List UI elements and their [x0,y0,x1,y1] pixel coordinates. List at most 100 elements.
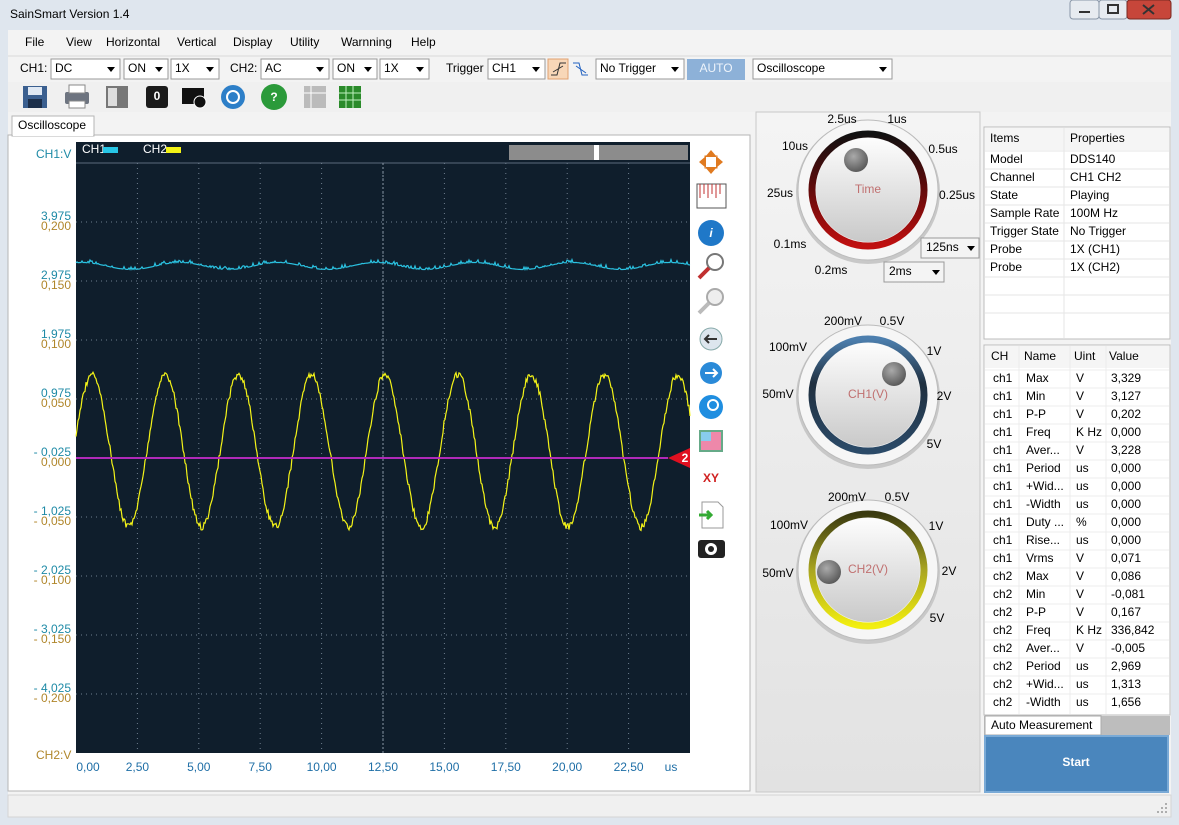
edge-falling-icon[interactable] [573,62,588,76]
menu-item[interactable]: Vertical [177,35,216,49]
table-cell: Max [1026,569,1049,583]
knob-setting[interactable]: 0.5us [928,142,957,156]
knob-setting[interactable]: 25us [767,186,793,200]
menu-item[interactable]: Horizontal [106,35,160,49]
table-cell: us [1076,479,1089,493]
knob-setting[interactable]: 200mV [828,490,866,504]
knob-setting[interactable]: 2V [942,564,957,578]
side-tool-icon[interactable] [699,327,723,351]
side-tool-icon[interactable] [699,430,723,452]
table-cell: ch1 [993,515,1013,529]
table-cell: Model [990,152,1023,166]
side-tool-icon[interactable] [698,220,724,246]
knob-setting[interactable]: 5V [927,437,942,451]
x-tick-label: 2,50 [126,760,150,774]
combo-arrow [879,67,887,72]
ch2-state-select[interactable] [332,58,378,80]
side-tool-icon[interactable] [698,540,725,558]
table-cell: ch2 [993,695,1013,709]
table-cell: ch1 [993,497,1013,511]
position-marker [594,145,599,160]
menu-item[interactable]: Warnning [341,35,392,49]
knob-dimple [882,362,906,386]
theme-icon[interactable] [106,86,128,108]
knob-setting[interactable]: 1V [927,344,942,358]
trigger-source-select[interactable] [487,58,546,80]
knob-setting[interactable]: 50mV [762,566,793,580]
ch1-state-select[interactable] [123,58,169,80]
knob-face[interactable] [816,138,920,242]
knob-setting[interactable]: 1us [887,112,906,126]
table-cell: 0,000 [1111,479,1141,493]
combo-arrow [932,270,940,275]
maximize-button[interactable] [1098,0,1128,20]
table-cell: Period [1026,659,1061,673]
camera-record-icon[interactable] [182,88,207,109]
menu-item[interactable]: Utility [290,35,319,49]
save-icon[interactable] [23,86,47,108]
table-cell: us [1076,677,1089,691]
ch2-label: CH2: [230,61,257,75]
knob-face[interactable] [816,518,920,622]
ch2-tick-label: 0,000 [41,455,71,469]
knob-setting[interactable]: 50mV [762,387,793,401]
knob-setting[interactable]: 2V [937,389,952,403]
knob-setting[interactable]: 200mV [824,314,862,328]
time-range-select[interactable] [883,261,945,283]
ch2-probe-select[interactable] [379,58,430,80]
fine-time-select[interactable] [920,237,980,259]
info-glyph: i [709,226,713,240]
side-tool-icon[interactable] [697,288,724,315]
knob-setting[interactable]: 2.5us [827,112,856,126]
side-tool-icon[interactable] [700,362,722,384]
knob-setting[interactable]: 0.5V [885,490,910,504]
table-icon[interactable] [304,86,326,108]
trigger-mode-select[interactable] [595,58,685,80]
fine-time-select-text: 125ns [926,240,959,254]
side-tool-icon[interactable] [699,395,723,419]
zero-button[interactable] [146,86,168,108]
trigger-label: Trigger [446,61,484,75]
knob-setting[interactable]: 0.2ms [815,263,848,277]
knob-setting[interactable]: 10us [782,139,808,153]
trigger-marker[interactable] [668,448,690,468]
ch2-coupling-select[interactable] [260,58,330,80]
table-header-cell: Properties [1070,131,1125,145]
knob-setting[interactable]: 0.5V [880,314,905,328]
table-cell: -Width [1026,497,1061,511]
ch1-coupling-select[interactable] [50,58,121,80]
table-cell: Channel [990,170,1035,184]
grid-icon[interactable] [339,86,361,108]
knob-setting[interactable]: 0.1ms [774,237,807,251]
knob-setting[interactable]: 5V [930,611,945,625]
menu-item[interactable]: File [25,35,45,49]
side-tool-icon[interactable] [699,150,723,174]
auto-button[interactable] [687,59,745,80]
knob-setting[interactable]: 1V [929,519,944,533]
table-header-cell: Items [990,131,1019,145]
refresh-icon[interactable] [221,85,245,109]
menu-item[interactable]: Help [411,35,436,49]
ch1-coupling-select-text: DC [55,61,73,75]
minimize-button[interactable] [1069,0,1100,20]
help-icon[interactable] [261,84,287,110]
menu-item[interactable]: Display [233,35,272,49]
print-icon[interactable] [65,84,89,109]
menu-item[interactable]: View [66,35,92,49]
table-cell: Period [1026,461,1061,475]
knob-ring [808,510,928,630]
start-button[interactable] [984,735,1169,793]
side-tool-icon[interactable] [696,183,727,209]
knob-dimple [844,148,868,172]
knob-setting[interactable]: 0.25us [939,188,975,202]
ch1-probe-select[interactable] [170,58,220,80]
combo-arrow [316,67,324,72]
mode-select[interactable] [752,58,893,80]
side-tool-icon[interactable] [697,253,724,280]
table-cell: Probe [990,242,1022,256]
xy-button[interactable]: XY [703,471,719,485]
table-cell: 2,969 [1111,659,1141,673]
knob-setting[interactable]: 100mV [770,518,808,532]
side-tool-icon[interactable] [699,501,724,529]
knob-setting[interactable]: 100mV [769,340,807,354]
